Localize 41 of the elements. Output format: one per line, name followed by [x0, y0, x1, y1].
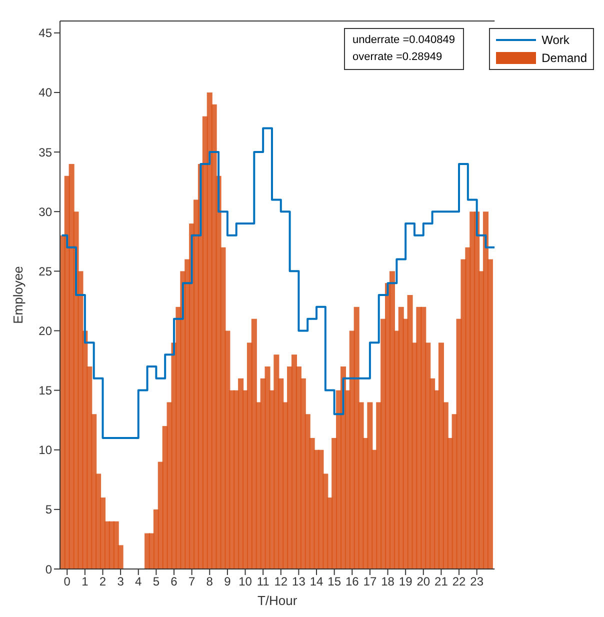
x-tick-label: 5: [152, 574, 160, 589]
x-tick-label: 17: [363, 574, 377, 589]
x-tick-label: 16: [345, 574, 360, 589]
y-tick-label: 0: [45, 562, 52, 576]
x-tick-label: 2: [99, 574, 106, 589]
x-tick-label: 12: [274, 574, 288, 589]
x-tick-label: 11: [256, 574, 270, 589]
annotation: underrate =0.040849: [352, 33, 455, 48]
x-tick-label: 14: [310, 574, 324, 589]
x-tick-label: 9: [224, 574, 232, 589]
x-tick-label: 18: [381, 574, 395, 589]
x-tick-label: 23: [470, 574, 484, 589]
x-tick-label: 19: [398, 574, 413, 589]
x-tick-label: 21: [434, 574, 448, 589]
y-tick-label: 10: [38, 443, 52, 458]
x-tick-label: 7: [188, 574, 196, 589]
x-tick-label: 1: [82, 574, 89, 589]
x-axis-title: T/Hour: [257, 593, 298, 608]
legend-label: Demand: [542, 50, 587, 67]
x-tick-label: 8: [206, 574, 214, 589]
annotation: overrate =0.28949: [352, 50, 444, 65]
x-tick-label: 22: [452, 574, 466, 589]
x-tick-label: 10: [238, 574, 252, 589]
annotation-box: underrate =0.040849 overrate =0.28949: [344, 28, 464, 70]
y-tick-label: 40: [38, 86, 52, 100]
y-tick-label: 5: [45, 502, 52, 517]
y-tick-label: 25: [38, 264, 52, 278]
x-tick-label: 3: [117, 574, 124, 589]
x-tick-label: 0: [64, 574, 71, 589]
y-tick-label: 20: [38, 324, 52, 338]
x-tick-label: 20: [416, 574, 430, 589]
x-tick-label: 4: [135, 574, 142, 589]
legend-label: Work: [542, 32, 570, 49]
x-tick-label: 15: [328, 574, 342, 589]
y-axis-title: Employee: [10, 266, 26, 324]
y-tick-label: 15: [38, 384, 52, 398]
x-tick-label: 6: [170, 574, 178, 589]
y-tick-label: 30: [38, 204, 52, 219]
x-tick-label: 13: [292, 574, 306, 589]
y-tick-label: 35: [38, 145, 52, 160]
y-tick-label: 45: [38, 26, 52, 40]
